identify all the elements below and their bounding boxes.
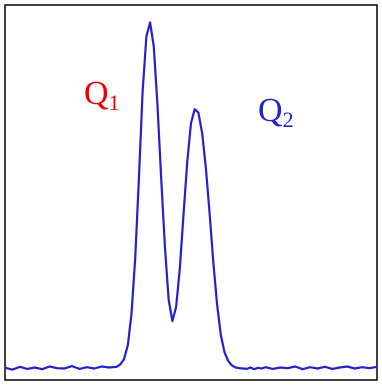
data-point [34, 366, 36, 369]
data-point [86, 366, 88, 368]
data-point [261, 367, 263, 370]
data-point [26, 368, 28, 370]
data-point [324, 366, 326, 368]
data-point [11, 369, 13, 371]
data-point [257, 367, 259, 369]
data-point [279, 366, 281, 369]
data-point [264, 366, 266, 368]
peak-label-q1-subscript: 1 [109, 90, 120, 115]
data-point [272, 368, 274, 370]
data-point [186, 160, 188, 162]
data-points [4, 21, 378, 371]
peak-label-q1: Q1 [84, 75, 120, 115]
peak-label-q2-subscript: 2 [283, 107, 294, 132]
data-point [175, 306, 177, 308]
data-point [116, 366, 118, 368]
plot-frame [4, 4, 378, 381]
data-point [179, 268, 181, 270]
data-point [153, 46, 155, 48]
data-point [235, 366, 237, 369]
data-point [197, 112, 199, 114]
data-point [209, 212, 211, 214]
data-point [190, 122, 192, 124]
data-point [302, 368, 304, 370]
data-point [287, 367, 289, 369]
data-point [130, 313, 133, 315]
data-point [331, 368, 333, 370]
data-point [253, 368, 255, 370]
data-point [19, 366, 21, 368]
data-point [212, 261, 214, 263]
data-point [134, 257, 136, 260]
data-point [63, 367, 66, 370]
data-point [160, 178, 162, 180]
data-point [164, 247, 166, 249]
data-point [294, 365, 296, 368]
data-point [142, 91, 144, 93]
data-point [93, 367, 95, 370]
data-point [71, 365, 73, 367]
data-point [316, 367, 319, 370]
data-point [101, 365, 103, 368]
data-point [238, 367, 240, 369]
data-point [108, 366, 110, 369]
data-point [205, 167, 207, 169]
data-point [339, 366, 341, 369]
series-line [4, 21, 378, 371]
data-point [156, 105, 159, 107]
data-point [123, 358, 125, 360]
data-point [168, 299, 170, 301]
data-point [149, 21, 151, 23]
data-point [119, 363, 121, 365]
data-point [138, 178, 140, 180]
data-point [171, 320, 173, 322]
data-point [231, 364, 233, 366]
data-point [249, 366, 252, 369]
data-point [216, 303, 218, 305]
data-point [246, 368, 248, 370]
peak-label-q1-text: Q [84, 75, 109, 112]
data-point [78, 368, 80, 370]
data-point [56, 367, 58, 369]
data-point [49, 365, 51, 368]
data-point [145, 35, 147, 37]
data-point [223, 351, 226, 353]
data-point [346, 365, 348, 368]
data-point [41, 368, 43, 370]
data-point [242, 367, 244, 370]
data-point [201, 132, 203, 135]
data-point [227, 360, 229, 362]
data-point [361, 366, 363, 368]
data-point [369, 367, 371, 369]
peak-label-q2: Q2 [258, 92, 294, 132]
data-point [376, 366, 378, 368]
data-point [194, 108, 196, 110]
data-point [127, 344, 129, 346]
data-point [220, 334, 222, 336]
data-point [354, 367, 356, 370]
data-point [309, 366, 311, 368]
data-point [183, 212, 185, 214]
peak-label-q2-text: Q [258, 92, 283, 129]
data-point [4, 367, 6, 369]
